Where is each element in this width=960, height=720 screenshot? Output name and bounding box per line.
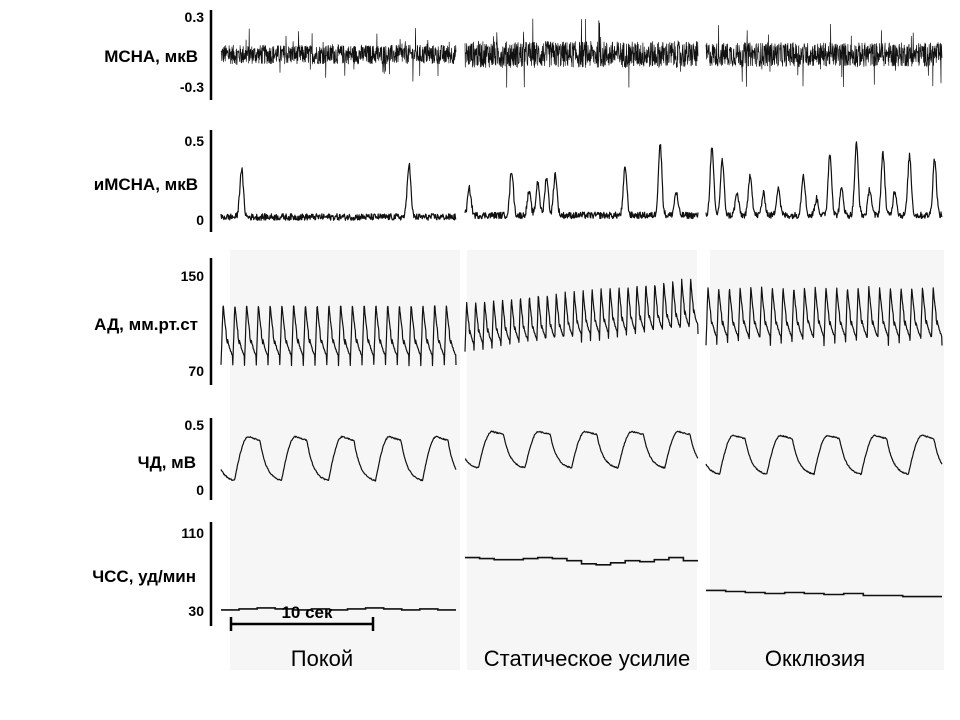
- hr-tick-max: 110: [181, 525, 204, 541]
- bp-label: АД, мм.рт.ст: [94, 315, 198, 334]
- condition-label-occlusion: Окклюзия: [765, 646, 865, 671]
- trace-resp-2: [464, 430, 699, 469]
- hr-label: ЧСС, уд/мин: [92, 567, 196, 586]
- trace-bp-1: [220, 305, 457, 367]
- trace-hr-3: [706, 589, 942, 598]
- condition-label-static-effort: Статическое усилие: [484, 646, 690, 671]
- msna-label: МСНА, мкВ: [104, 47, 198, 66]
- row-hr: 110 ЧСС, уд/мин 30: [92, 522, 213, 626]
- condition-label-rest: Покой: [291, 646, 353, 671]
- trace-bp-3: [705, 286, 943, 347]
- trace-resp-1: [220, 435, 457, 482]
- row-resp: 0.5 ЧД, мВ 0: [138, 417, 213, 500]
- resp-label: ЧД, мВ: [138, 453, 196, 472]
- msna-tick-min: -0.3: [180, 79, 204, 95]
- trace-bp-2: [464, 278, 699, 352]
- traces: [220, 18, 943, 611]
- trace-msna-3: [705, 23, 943, 88]
- trace-hr-2: [465, 556, 698, 566]
- bp-tick-max: 150: [181, 268, 205, 284]
- hr-tick-min: 30: [188, 603, 204, 619]
- row-bp: 150 АД, мм.рт.ст 70: [94, 258, 213, 385]
- trace-msna-2: [464, 18, 699, 88]
- trace-imsna-2: [464, 144, 699, 220]
- trace-imsna-3: [705, 141, 943, 220]
- imsna-tick-min: 0: [196, 212, 204, 228]
- scale-bar-label: 10 сек: [281, 603, 333, 622]
- trace-msna-1: [220, 28, 457, 82]
- scale-bar: 10 сек: [229, 603, 375, 631]
- imsna-label: иМСНА, мкВ: [94, 175, 198, 194]
- resp-tick-max: 0.5: [185, 417, 205, 433]
- row-imsna: 0.5 иМСНА, мкВ 0: [94, 130, 213, 232]
- trace-resp-3: [705, 434, 943, 476]
- row-msna: 0.3 МСНА, мкВ -0.3: [104, 9, 213, 100]
- msna-tick-max: 0.3: [185, 9, 205, 25]
- resp-tick-min: 0: [196, 482, 204, 498]
- trace-hr-1: [221, 607, 456, 611]
- panel-backgrounds: [230, 250, 944, 670]
- bp-tick-min: 70: [188, 363, 204, 379]
- trace-imsna-1: [220, 162, 457, 221]
- imsna-tick-max: 0.5: [185, 133, 205, 149]
